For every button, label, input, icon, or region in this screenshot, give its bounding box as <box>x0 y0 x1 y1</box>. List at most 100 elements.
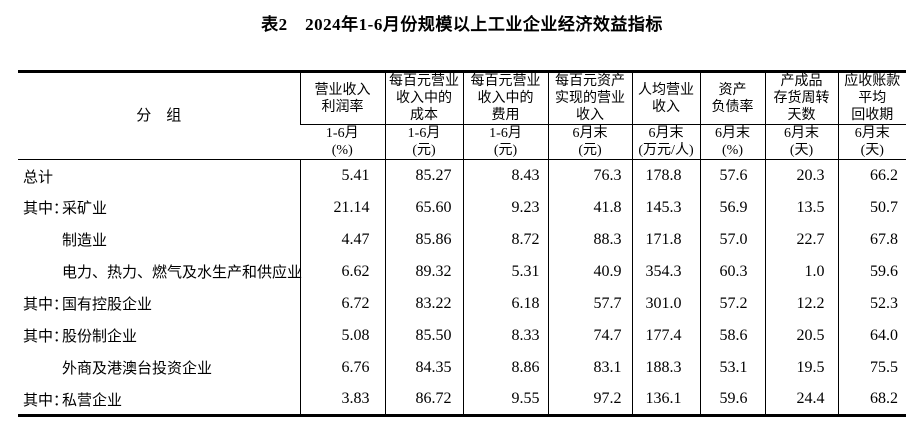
value-cell: 67.8 <box>837 223 906 256</box>
group-column-header: 分 组 <box>18 71 300 161</box>
row-label-cell: 制造业 <box>18 224 300 256</box>
value-cell: 178.8 <box>631 159 700 192</box>
row-prefix: 其中： <box>23 329 69 346</box>
value-cell: 8.86 <box>462 351 548 384</box>
value-cell: 65.60 <box>384 191 463 224</box>
row-prefix: 其中： <box>23 297 69 314</box>
value-cell: 24.4 <box>764 383 838 416</box>
value-cell: 8.43 <box>462 159 548 192</box>
value-cell: 85.86 <box>384 223 463 256</box>
value-cell: 6.76 <box>299 351 385 384</box>
column-header-name: 每百元营业 收入中的 费用 <box>462 71 548 126</box>
value-cell: 75.5 <box>837 351 906 384</box>
value-cell: 5.41 <box>299 159 385 192</box>
value-cell: 52.3 <box>837 287 906 320</box>
value-cell: 68.2 <box>837 383 906 416</box>
column-header-period: 1-6月 (%) <box>325 126 359 159</box>
column-header-name: 资产 负债率 <box>699 71 765 126</box>
value-cell: 57.0 <box>699 223 765 256</box>
value-cell: 40.9 <box>547 255 632 288</box>
value-cell: 84.35 <box>384 351 463 384</box>
table-row: 其中：国有控股企业 6.72 83.22 6.18 57.7 301.0 57.2 12.2 5… <box>18 287 906 320</box>
value-cell: 60.3 <box>699 255 765 288</box>
row-label-cell: 其中：国有控股企业 <box>18 288 300 320</box>
value-cell: 59.6 <box>837 255 906 288</box>
column-header-period: 6月末 (元) <box>547 124 632 160</box>
row-prefix: 其中： <box>23 201 69 218</box>
value-cell: 76.3 <box>547 159 632 192</box>
table-header: 分 组 营业收入 利润率 每百元营业 收入中的 成本 每百元营业 收入中的 费用 每百… <box>18 71 906 161</box>
page-title: 表2 2024年1-6月份规模以上工业企业经济效益指标 <box>261 15 663 34</box>
economic-indicators-table: 分 组 营业收入 利润率 每百元营业 收入中的 成本 每百元营业 收入中的 费用 每百… <box>18 70 906 418</box>
value-cell: 58.6 <box>699 319 765 352</box>
value-cell: 12.2 <box>764 287 838 320</box>
value-cell: 22.7 <box>764 223 838 256</box>
column-header-name: 每百元资产 实现的营业 收入 <box>547 71 632 126</box>
value-cell: 4.47 <box>299 223 385 256</box>
value-cell: 171.8 <box>631 223 700 256</box>
value-cell: 86.72 <box>384 383 463 416</box>
column-header-name: 产成品 存货周转 天数 <box>764 71 838 126</box>
value-cell: 59.6 <box>699 383 765 416</box>
table-body: 总计 5.41 85.27 8.43 76.3 178.8 57.6 20.3 66.2 其中：采… <box>18 159 906 416</box>
column-header-name: 应收账款 平均 回收期 <box>837 71 906 126</box>
value-cell: 6.72 <box>299 287 385 320</box>
value-cell: 177.4 <box>631 319 700 352</box>
row-label-cell: 总计 <box>18 160 300 192</box>
value-cell: 74.7 <box>547 319 632 352</box>
value-cell: 64.0 <box>837 319 906 352</box>
value-cell: 21.14 <box>299 191 385 224</box>
row-label: 私营企业 <box>62 392 123 409</box>
row-prefix: 其中： <box>23 392 69 409</box>
value-cell: 9.55 <box>462 383 548 416</box>
value-cell: 8.33 <box>462 319 548 352</box>
value-cell: 97.2 <box>547 383 632 416</box>
value-cell: 83.22 <box>384 287 463 320</box>
value-cell: 57.2 <box>699 287 765 320</box>
value-cell: 145.3 <box>631 191 700 224</box>
header-row-measures: 分 组 营业收入 利润率 每百元营业 收入中的 成本 每百元营业 收入中的 费用 每百… <box>18 71 906 161</box>
value-cell: 85.27 <box>384 159 463 192</box>
column-header-period: 6月末 (万元/人) <box>631 124 700 160</box>
value-cell: 9.23 <box>462 191 548 224</box>
value-cell: 136.1 <box>631 383 700 416</box>
value-cell: 88.3 <box>547 223 632 256</box>
column-header-period: 1-6月 (元) <box>384 124 463 160</box>
table-row: 其中：私营企业 3.83 86.72 9.55 97.2 136.1 59.6 24.4 68.… <box>18 383 906 416</box>
table-row: 电力、热力、燃气及水生产和供应业 6.62 89.32 5.31 40.9 354.3 60… <box>18 255 906 288</box>
table-row: 其中：股份制企业 5.08 85.50 8.33 74.7 177.4 58.6 20.5 64… <box>18 319 906 352</box>
value-cell: 41.8 <box>547 191 632 224</box>
value-cell: 6.18 <box>462 287 548 320</box>
value-cell: 20.3 <box>764 159 838 192</box>
table-row: 其中：采矿业 21.14 65.60 9.23 41.8 145.3 56.9 13.5 50.… <box>18 191 906 224</box>
value-cell: 85.50 <box>384 319 463 352</box>
value-cell: 20.5 <box>764 319 838 352</box>
row-label-cell: 其中：股份制企业 <box>18 320 300 352</box>
table-row: 外商及港澳台投资企业 6.76 84.35 8.86 83.1 188.3 53.1 19.5… <box>18 351 906 384</box>
value-cell: 83.1 <box>547 351 632 384</box>
column-header-name: 人均营业 收入 <box>631 71 700 126</box>
row-label: 外商及港澳台投资企业 <box>62 361 213 378</box>
row-label: 总计 <box>23 169 54 186</box>
column-header-period: 6月末 (天) <box>764 124 838 160</box>
row-label-cell: 电力、热力、燃气及水生产和供应业 <box>18 256 303 288</box>
header-row-periods: 1-6月 (%) 1-6月 (元) 1-6月 (元) 6月末 (元) 6月末 (万元/人… <box>18 124 906 160</box>
value-cell: 188.3 <box>631 351 700 384</box>
value-cell: 5.31 <box>462 255 548 288</box>
value-cell: 19.5 <box>764 351 838 384</box>
value-cell: 13.5 <box>764 191 838 224</box>
value-cell: 8.72 <box>462 223 548 256</box>
row-label: 采矿业 <box>62 201 108 218</box>
value-cell: 1.0 <box>764 255 838 288</box>
value-cell: 53.1 <box>699 351 765 384</box>
column-header-period: 1-6月 (元) <box>462 124 548 160</box>
row-label: 电力、热力、燃气及水生产和供应业 <box>62 265 303 282</box>
value-cell: 5.08 <box>299 319 385 352</box>
value-cell: 50.7 <box>837 191 906 224</box>
value-cell: 57.6 <box>699 159 765 192</box>
row-label: 股份制企业 <box>62 329 138 346</box>
value-cell: 57.7 <box>547 287 632 320</box>
value-cell: 354.3 <box>631 255 700 288</box>
value-cell: 66.2 <box>837 159 906 192</box>
row-label: 制造业 <box>62 233 108 250</box>
